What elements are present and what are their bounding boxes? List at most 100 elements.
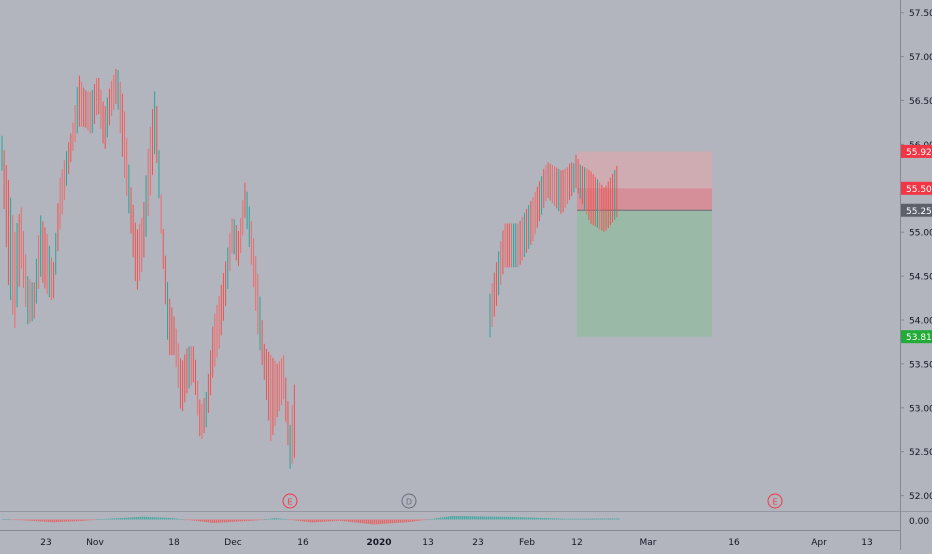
oscillator-bar (474, 516, 476, 520)
time-tick-label: 23 (472, 538, 483, 548)
oscillator-bar (202, 519, 204, 522)
oscillator-bar (416, 519, 418, 522)
oscillator-bar (172, 518, 174, 520)
oscillator-bar (180, 519, 182, 520)
oscillator-bar (424, 519, 426, 521)
oscillator-bar (294, 519, 296, 521)
oscillator-bar (88, 519, 90, 521)
price-tick-label: 54.50 (909, 273, 932, 283)
oscillator-bar (462, 516, 464, 520)
oscillator-bar (456, 516, 458, 520)
oscillator-bar (206, 519, 208, 523)
oscillator-bar (92, 519, 94, 521)
oscillator-bar (284, 519, 286, 520)
oscillator-bar (426, 519, 428, 521)
oscillator-bar (478, 516, 480, 520)
oscillator-bar (452, 516, 454, 520)
oscillator-bar (464, 516, 466, 520)
oscillator-bar (104, 518, 106, 520)
oscillator-bar (326, 519, 328, 522)
oscillator-bar (136, 517, 138, 520)
oscillator-bar (382, 519, 384, 524)
oscillator-bar (408, 519, 410, 523)
oscillator-bar (392, 519, 394, 524)
oscillator-bar (340, 519, 342, 521)
oscillator-bar (560, 518, 562, 520)
oscillator-bar (602, 518, 604, 520)
oscillator-bar (2, 519, 4, 520)
price-tick-label: 55.00 (909, 229, 932, 239)
oscillator-bar (354, 519, 356, 523)
oscillator-bar (24, 519, 26, 521)
candle-series (1, 68, 618, 469)
oscillator-bar (158, 517, 160, 520)
event-label: E (287, 498, 292, 507)
time-tick-label: Feb (519, 538, 535, 548)
oscillator-bar (54, 519, 56, 523)
oscillator-bar (482, 516, 484, 520)
oscillator-bar (174, 518, 176, 520)
price-badge-label: 55.92 (906, 148, 932, 158)
oscillator-bar (480, 516, 482, 520)
oscillator-bar (412, 519, 414, 522)
oscillator-bar (558, 518, 560, 520)
oscillator-bar (372, 519, 374, 525)
time-tick-label: 16 (728, 538, 740, 548)
price-badges: 55.92 55.50 55.25 53.81 (901, 144, 932, 344)
oscillator-bar (290, 519, 292, 521)
oscillator-bar (30, 519, 32, 521)
price-tick-label: 57.50 (909, 9, 932, 19)
earnings-event-icon[interactable]: E (282, 493, 298, 509)
oscillator-bar (516, 517, 518, 520)
oscillator-bar (110, 518, 112, 520)
time-tick-label: 13 (861, 538, 872, 548)
oscillator-bar (470, 516, 472, 520)
oscillator-bar (400, 519, 402, 523)
oscillator-bar (76, 519, 78, 522)
oscillator-bar (162, 517, 164, 520)
oscillator-bar (248, 519, 250, 521)
oscillator-bar (242, 519, 244, 522)
oscillator-bar (398, 519, 400, 523)
oscillator-bar (536, 517, 538, 520)
oscillator-bar (468, 516, 470, 520)
oscillator-bar (374, 519, 376, 525)
price-badge-label: 55.25 (906, 207, 932, 217)
oscillator-bar (146, 516, 148, 520)
oscillator-bar (528, 517, 530, 520)
oscillator-bar (38, 519, 40, 522)
oscillator-bar (302, 519, 304, 522)
oscillator-bar (554, 518, 556, 520)
oscillator-bar (300, 519, 302, 522)
oscillator-bar (614, 518, 616, 520)
oscillator-bar (186, 519, 188, 521)
oscillator-bar (524, 517, 526, 520)
oscillator-bar (432, 518, 434, 520)
oscillator-bar (100, 519, 102, 520)
event-label: D (406, 498, 412, 507)
dividend-event-icon[interactable]: D (401, 493, 417, 509)
oscillator-bar (74, 519, 76, 522)
oscillator-bar (258, 519, 260, 521)
time-tick-label: 23 (40, 538, 51, 548)
time-axis[interactable]: 23 Nov 18 Dec 16 2020 13 23 Feb 12 Mar 16 Apr 13 (40, 538, 872, 548)
earnings-event-icon[interactable]: E (767, 493, 783, 509)
oscillator-bar (612, 518, 614, 520)
oscillator-bar (184, 519, 186, 521)
oscillator-bar (276, 518, 278, 520)
price-tick-label: 53.50 (909, 360, 932, 370)
oscillator-bar (332, 519, 334, 522)
oscillator-bar (160, 517, 162, 520)
oscillator-bar (116, 518, 118, 520)
oscillator-bar (166, 517, 168, 520)
price-tick-label: 57.00 (909, 53, 932, 63)
oscillator-bar (48, 519, 50, 522)
oscillator-bar (460, 516, 462, 520)
oscillator-bar (458, 516, 460, 520)
oscillator-bar (68, 519, 70, 522)
oscillator-bar (286, 519, 288, 521)
short-position-tool[interactable] (577, 151, 712, 337)
oscillator-bar (96, 519, 98, 521)
